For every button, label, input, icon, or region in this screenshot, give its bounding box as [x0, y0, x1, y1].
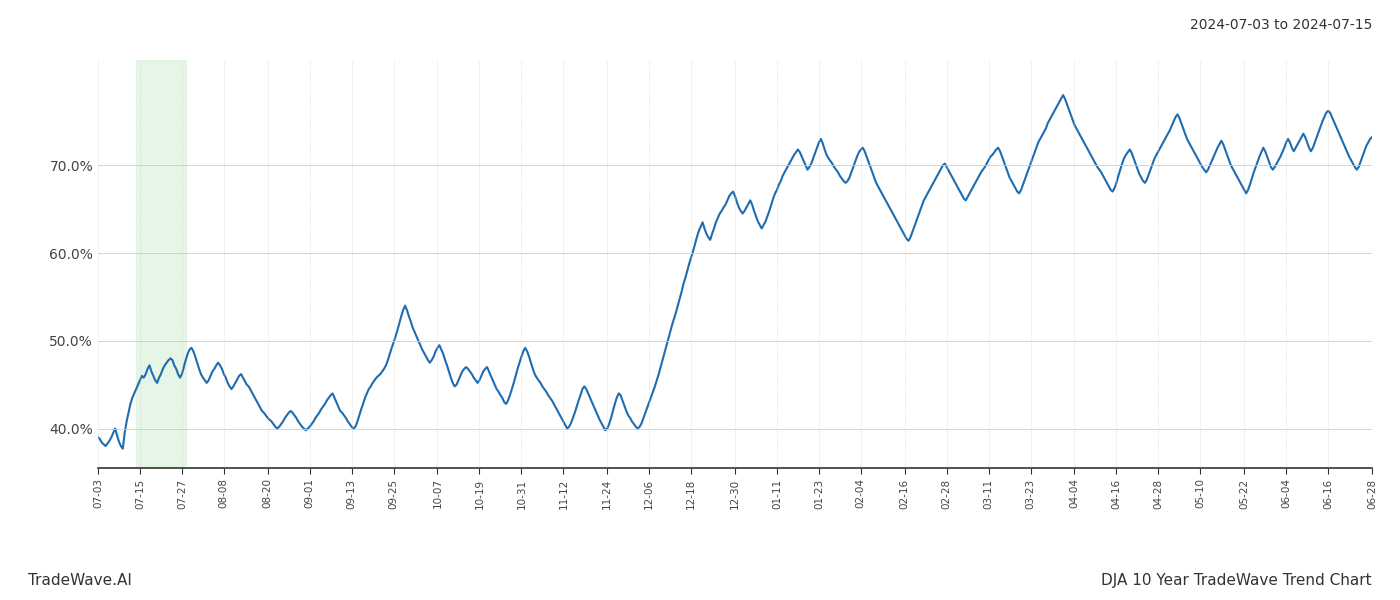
Text: 2024-07-03 to 2024-07-15: 2024-07-03 to 2024-07-15: [1190, 18, 1372, 32]
Bar: [136, 60, 186, 468]
Text: DJA 10 Year TradeWave Trend Chart: DJA 10 Year TradeWave Trend Chart: [1102, 573, 1372, 588]
Text: TradeWave.AI: TradeWave.AI: [28, 573, 132, 588]
